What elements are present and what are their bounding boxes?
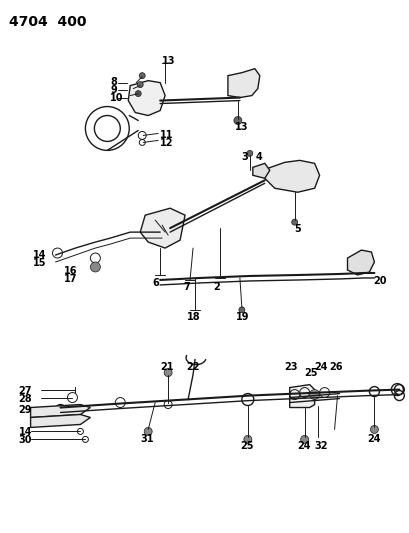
Polygon shape bbox=[290, 385, 315, 408]
Polygon shape bbox=[253, 163, 270, 179]
Text: 16: 16 bbox=[63, 266, 77, 276]
Text: 23: 23 bbox=[285, 362, 298, 372]
Circle shape bbox=[144, 427, 152, 435]
Text: 28: 28 bbox=[19, 393, 32, 403]
Polygon shape bbox=[31, 405, 90, 417]
Circle shape bbox=[292, 219, 298, 225]
Text: 25: 25 bbox=[305, 368, 318, 378]
Text: 32: 32 bbox=[315, 441, 328, 451]
Text: 21: 21 bbox=[160, 362, 174, 372]
Circle shape bbox=[164, 369, 172, 377]
Text: 4704  400: 4704 400 bbox=[9, 15, 86, 29]
Circle shape bbox=[371, 425, 378, 433]
Text: 6: 6 bbox=[152, 278, 159, 288]
Text: 17: 17 bbox=[63, 274, 77, 284]
Text: 24: 24 bbox=[367, 434, 381, 445]
Text: 27: 27 bbox=[19, 385, 32, 395]
Text: 20: 20 bbox=[373, 276, 387, 286]
Polygon shape bbox=[31, 415, 90, 427]
Polygon shape bbox=[265, 160, 319, 192]
Text: 4: 4 bbox=[256, 152, 263, 163]
Text: 26: 26 bbox=[330, 362, 343, 372]
Polygon shape bbox=[228, 69, 260, 98]
Text: 5: 5 bbox=[295, 224, 301, 234]
Text: 9: 9 bbox=[110, 85, 117, 95]
Polygon shape bbox=[348, 250, 374, 275]
Text: 3: 3 bbox=[242, 152, 249, 163]
Text: 11: 11 bbox=[160, 131, 174, 141]
Text: 30: 30 bbox=[19, 435, 32, 446]
Text: 13: 13 bbox=[235, 123, 248, 133]
Polygon shape bbox=[128, 80, 165, 116]
Circle shape bbox=[310, 390, 319, 400]
Text: 7: 7 bbox=[183, 282, 190, 292]
Text: 14: 14 bbox=[19, 427, 32, 438]
Text: 14: 14 bbox=[33, 250, 46, 260]
Text: 31: 31 bbox=[140, 434, 154, 445]
Text: 13: 13 bbox=[162, 56, 175, 66]
Text: 15: 15 bbox=[33, 258, 46, 268]
Text: 24: 24 bbox=[315, 362, 328, 372]
Text: 24: 24 bbox=[298, 441, 311, 451]
Text: 2: 2 bbox=[213, 282, 220, 292]
Circle shape bbox=[137, 82, 143, 87]
Text: 22: 22 bbox=[186, 362, 200, 372]
Polygon shape bbox=[140, 208, 185, 248]
Text: 8: 8 bbox=[110, 77, 117, 87]
Text: 19: 19 bbox=[236, 312, 249, 322]
Circle shape bbox=[247, 150, 253, 156]
Circle shape bbox=[90, 262, 100, 272]
Circle shape bbox=[239, 307, 245, 313]
Circle shape bbox=[139, 72, 145, 79]
Circle shape bbox=[135, 91, 141, 96]
Text: 29: 29 bbox=[19, 405, 32, 415]
Text: 25: 25 bbox=[240, 441, 254, 451]
Text: 10: 10 bbox=[110, 93, 124, 102]
Circle shape bbox=[301, 435, 309, 443]
Text: 12: 12 bbox=[160, 139, 174, 148]
Circle shape bbox=[234, 117, 242, 125]
Circle shape bbox=[244, 435, 252, 443]
Text: 18: 18 bbox=[187, 312, 201, 322]
